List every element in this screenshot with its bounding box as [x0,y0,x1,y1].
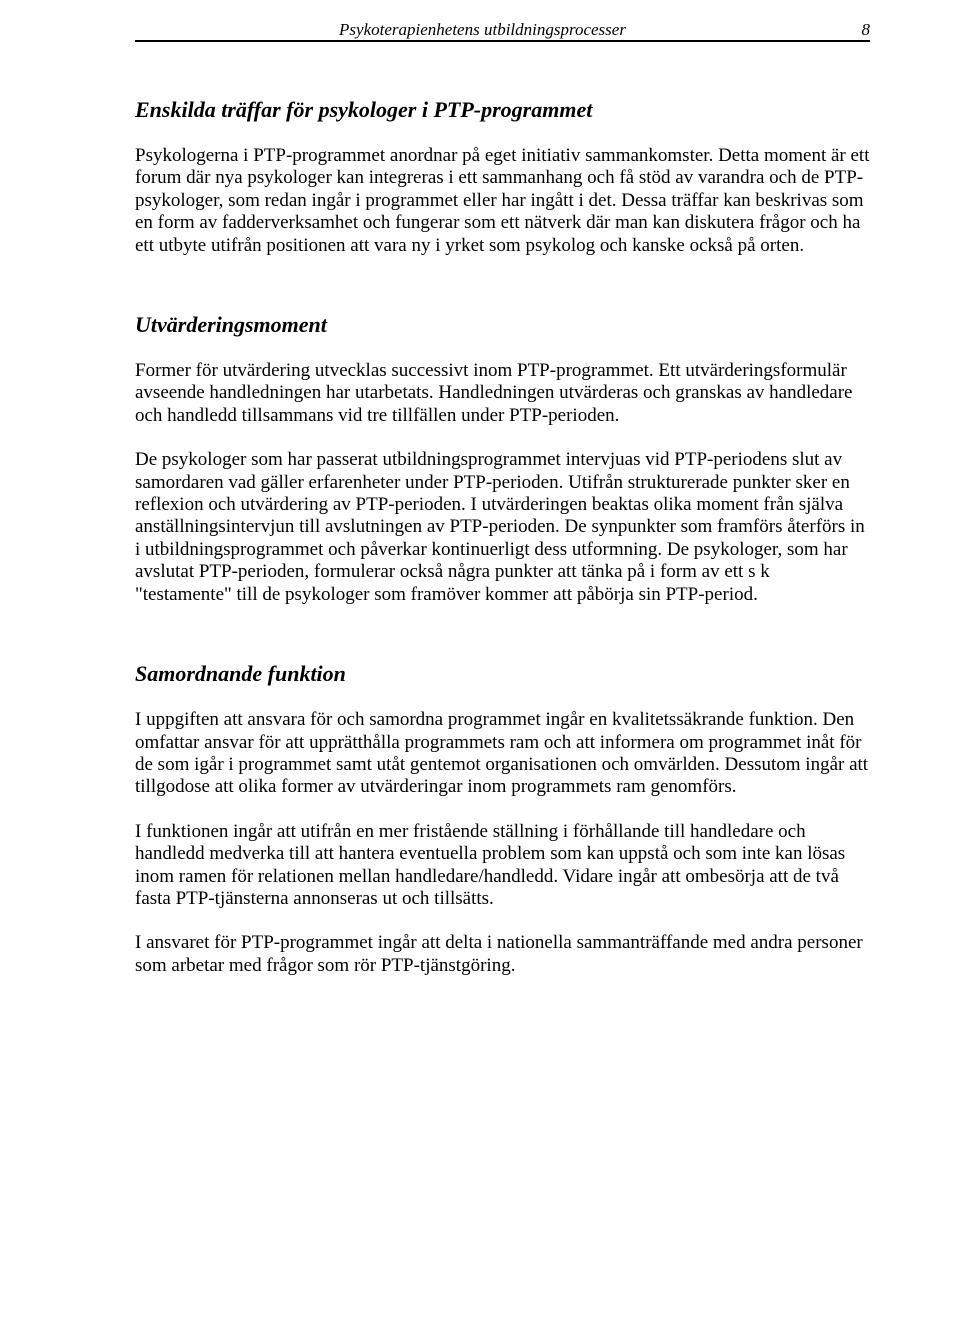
page-number: 8 [830,20,870,40]
body-paragraph: Psykologerna i PTP-programmet anordnar p… [135,145,870,257]
section-heading-2: Utvärderingsmoment [135,312,870,338]
section-heading-3: Samordnande funktion [135,661,870,687]
body-paragraph: De psykologer som har passerat utbildnin… [135,449,870,606]
body-paragraph: I ansvaret för PTP-programmet ingår att … [135,932,870,977]
page-header: Psykoterapienhetens utbildningsprocesser… [135,20,870,42]
document-page: Psykoterapienhetens utbildningsprocesser… [0,0,960,1039]
section-heading-1: Enskilda träffar för psykologer i PTP-pr… [135,97,870,123]
header-title: Psykoterapienhetens utbildningsprocesser [135,20,830,40]
body-paragraph: Former för utvärdering utvecklas success… [135,360,870,427]
body-paragraph: I funktionen ingår att utifrån en mer fr… [135,821,870,911]
body-paragraph: I uppgiften att ansvara för och samordna… [135,709,870,799]
